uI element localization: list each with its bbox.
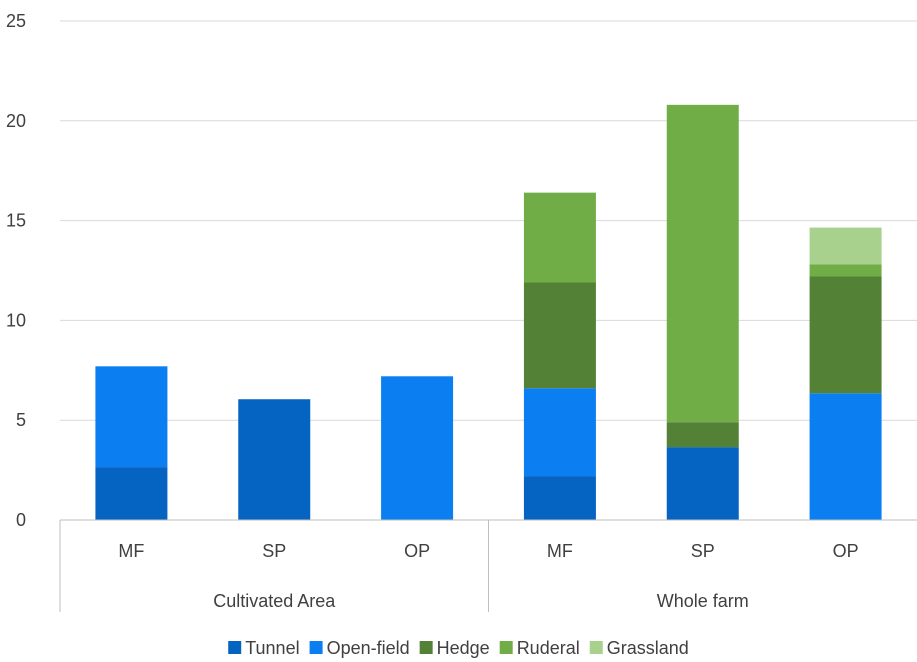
bar-segment bbox=[523, 388, 596, 477]
x-category-label: MF bbox=[547, 541, 573, 561]
y-tick-label: 10 bbox=[6, 310, 26, 330]
x-category-label: OP bbox=[833, 541, 859, 561]
legend-label: Hedge bbox=[437, 638, 490, 658]
gridlines bbox=[60, 20, 917, 421]
bar-segment bbox=[666, 104, 739, 423]
bar-segment bbox=[809, 393, 882, 520]
x-category-label: SP bbox=[262, 541, 286, 561]
bar-segment bbox=[523, 282, 596, 389]
y-axis-tick-labels: 0 5 10 15 20 25 bbox=[6, 11, 26, 530]
legend-label: Ruderal bbox=[517, 638, 580, 658]
bar-segment bbox=[809, 227, 882, 265]
legend: Tunnel Open-field Hedge Ruderal Grassland bbox=[228, 638, 689, 658]
bar-segment bbox=[809, 276, 882, 394]
bars bbox=[95, 104, 882, 520]
bar-segment bbox=[381, 376, 454, 520]
x-group-label: Cultivated Area bbox=[213, 591, 336, 611]
y-tick-label: 0 bbox=[16, 510, 26, 530]
legend-label: Tunnel bbox=[245, 638, 299, 658]
y-tick-label: 20 bbox=[6, 111, 26, 131]
legend-label: Open-field bbox=[327, 638, 410, 658]
legend-swatch bbox=[499, 641, 513, 654]
bar-segment bbox=[666, 447, 739, 520]
legend-swatch bbox=[589, 641, 603, 654]
y-tick-label: 15 bbox=[6, 211, 26, 231]
legend-label: Grassland bbox=[607, 638, 689, 658]
y-tick-label: 5 bbox=[16, 410, 26, 430]
x-category-label: MF bbox=[118, 541, 144, 561]
x-category-label: SP bbox=[691, 541, 715, 561]
legend-swatch bbox=[309, 641, 323, 654]
bar-segment bbox=[666, 422, 739, 448]
bar-segment bbox=[523, 476, 596, 520]
legend-swatch bbox=[419, 641, 433, 654]
x-category-label: OP bbox=[404, 541, 430, 561]
x-group-label: Whole farm bbox=[657, 591, 749, 611]
bar-segment bbox=[809, 264, 882, 277]
bar-segment bbox=[238, 399, 311, 520]
x-axis: MF SP OP Cultivated Area MF SP OP Whole farm bbox=[59, 519, 917, 612]
legend-swatch bbox=[228, 641, 242, 654]
bar-segment bbox=[523, 192, 596, 283]
bar-segment bbox=[95, 467, 168, 520]
bar-segment bbox=[95, 366, 168, 468]
y-tick-label: 25 bbox=[6, 11, 26, 31]
